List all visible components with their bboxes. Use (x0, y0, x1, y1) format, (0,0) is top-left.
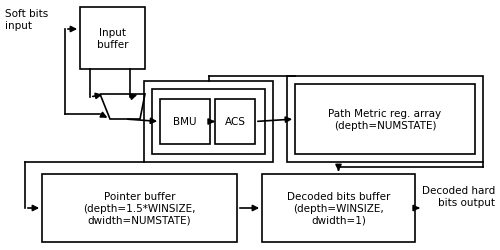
Bar (262, 174, 415, 242)
Polygon shape (100, 94, 145, 120)
Bar (295, 85, 475, 154)
Text: Pointer buffer
(depth=1.5*WINSIZE,
dwidth=NUMSTATE): Pointer buffer (depth=1.5*WINSIZE, dwidt… (83, 192, 196, 225)
Text: Soft bits
input: Soft bits input (5, 9, 48, 31)
Text: Decoded bits buffer
(depth=WINSIZE,
dwidth=1): Decoded bits buffer (depth=WINSIZE, dwid… (287, 192, 390, 225)
Text: Path Metric reg. array
(depth=NUMSTATE): Path Metric reg. array (depth=NUMSTATE) (328, 109, 442, 130)
Bar (144, 82, 273, 162)
Text: BMU: BMU (174, 117, 197, 127)
Bar (152, 90, 265, 154)
Bar (160, 100, 210, 144)
Text: Decoded hard
bits output: Decoded hard bits output (422, 186, 495, 207)
Text: ACS: ACS (224, 117, 246, 127)
Bar (215, 100, 255, 144)
Text: Input
buffer: Input buffer (97, 28, 128, 50)
Bar (287, 77, 483, 162)
Bar (80, 8, 145, 70)
Bar (42, 174, 237, 242)
